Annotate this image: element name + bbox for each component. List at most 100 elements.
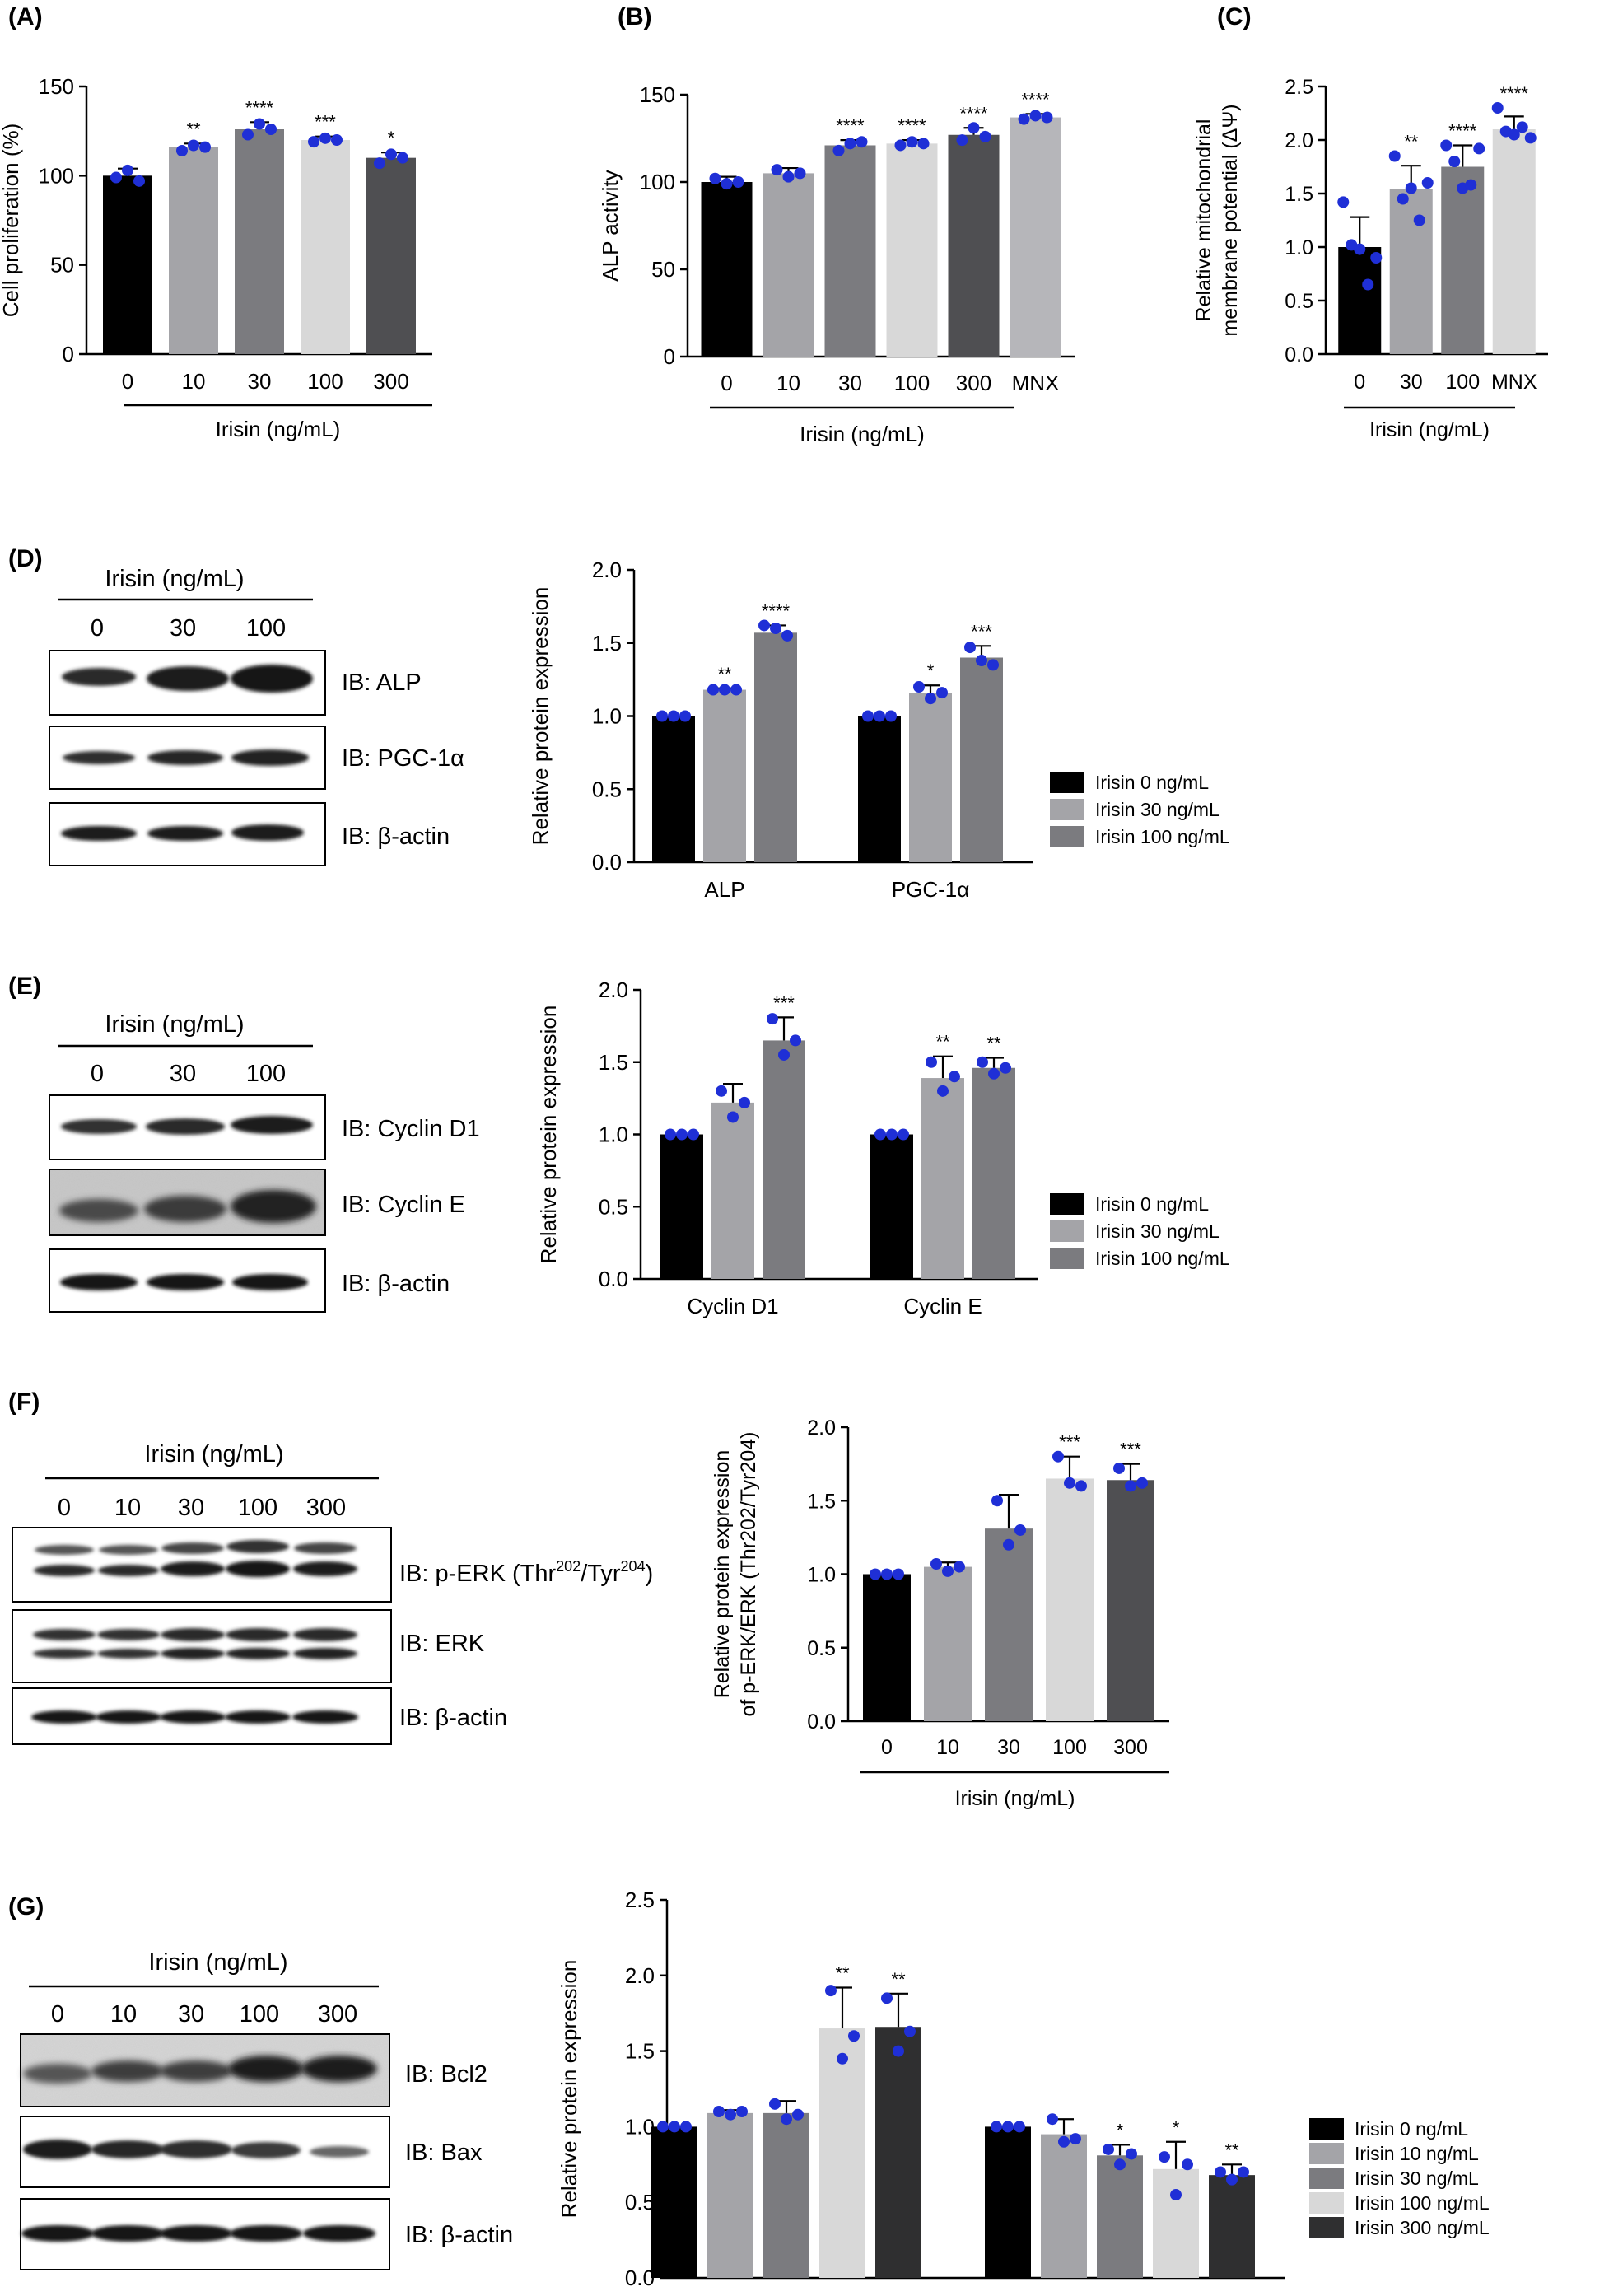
blot-band [147,666,229,691]
x-tick-label: 30 [997,1736,1020,1759]
legend-label: Irisin 10 ng/mL [1355,2143,1479,2164]
data-point [1058,2135,1070,2148]
data-point [707,684,719,696]
data-point [979,130,991,142]
y-tick-label: 2.5 [625,1888,655,1912]
x-tick-label: 300 [1113,1736,1148,1759]
y-tick-label: 1.5 [592,631,622,656]
data-point [781,629,793,642]
data-point [242,128,254,141]
data-point [778,1048,790,1061]
significance-label: ** [717,664,732,684]
blot-band [60,1274,138,1290]
data-point [122,164,133,176]
significance-label: **** [836,115,865,136]
blot-band [293,1628,357,1641]
blot-band [231,665,313,693]
data-point [730,684,742,696]
legend-label: Irisin 0 ng/mL [1095,1193,1209,1215]
data-point [679,710,691,722]
blot-row-text: IB: p-ERK (Thr [399,1561,556,1587]
significance-label: *** [1120,1440,1141,1460]
chart-e: 0.0 0.5 1.0 1.5 2.0 Relative protein expressi… [536,978,1230,1318]
blot-band [147,1274,224,1290]
data-point [1159,2151,1170,2163]
bar [1097,2155,1143,2278]
chart-d: 0.0 0.5 1.0 1.5 2.0 Relative protein expressi… [528,558,1230,902]
blot-band [33,1649,96,1659]
blot-band [293,1561,357,1576]
blot-band [160,2225,232,2242]
data-point [680,2121,692,2133]
data-point [906,136,918,148]
data-point [925,693,936,705]
data-point [713,2106,725,2118]
y-axis-label: Relative protein expression [711,1450,734,1699]
legend-swatch [1050,1248,1084,1269]
data-point [1238,2166,1249,2178]
data-point [862,710,874,722]
data-point [254,118,265,130]
bar [1209,2175,1255,2278]
significance-label: **** [1500,83,1529,104]
data-point [790,1034,801,1047]
y-tick-label: 0.5 [592,777,622,801]
data-point [781,2113,792,2126]
x-tick-label: MNX [1491,371,1537,394]
data-point [1052,1450,1064,1463]
x-tick-label: 0 [122,369,133,394]
y-tick-label: 0.0 [807,1710,836,1734]
data-point [769,2098,781,2110]
x-tick-label: Cyclin D1 [687,1294,778,1318]
bar [948,134,1000,357]
blot-band [59,1199,138,1222]
significance-label: * [1117,2120,1124,2140]
y-tick-label: 2.0 [807,1416,836,1440]
data-point [1103,2143,1114,2155]
data-point [825,1985,837,1997]
legend-swatch [1050,772,1084,793]
blot-panel-f: Irisin (ng/mL) 0 10 30 100 300 IB: p-ERK… [12,1441,653,1745]
x-tick-label: 300 [373,369,408,394]
panel-label-b: (B) [618,3,652,30]
y-tick-label: 2.0 [592,558,622,582]
blot-row-label: IB: β-actin [342,1271,450,1297]
data-point [1215,2166,1226,2178]
legend-swatch [1050,1220,1084,1242]
data-point [926,1056,937,1068]
y-axis-label: membrane potential (ΔΨ) [1219,104,1242,336]
bar [763,2112,809,2278]
x-tick-label: Bax [1102,2293,1139,2296]
blot-band [147,826,223,841]
bar [703,689,746,862]
x-tick-label: 100 [1445,371,1480,394]
x-tick-label: Bcl2 [766,2293,808,2296]
lane-label: 300 [318,2001,357,2028]
blot-row-label: IB: Bcl2 [405,2061,487,2088]
bar [863,1574,911,1721]
significance-label: *** [971,621,992,642]
data-point [265,124,277,135]
data-point [987,659,999,671]
bar [972,1067,1015,1279]
bar [763,173,814,357]
bar [886,143,938,357]
data-point [1405,182,1417,194]
y-tick-label: 2.5 [1285,76,1313,99]
legend-swatch [1050,1193,1084,1215]
data-point [1182,2158,1193,2171]
y-tick-label: 0.5 [1285,290,1313,313]
data-point [676,1128,688,1141]
panel-label-f: (F) [8,1388,40,1416]
data-point [331,134,343,146]
bar [1389,189,1433,354]
data-point [991,1495,1003,1507]
data-point [904,2025,916,2037]
blot-band [147,750,223,765]
blot-band [294,1542,357,1554]
bar [1492,129,1536,354]
blot-band [231,749,309,766]
blot-band [160,2140,232,2158]
data-point [1516,121,1528,133]
